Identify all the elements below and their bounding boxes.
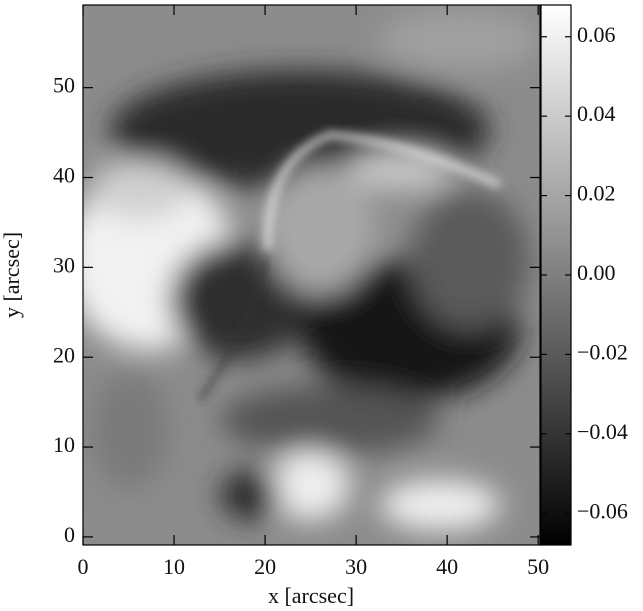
colorbar-tick-label: 0.02 <box>577 181 616 206</box>
plot-frame <box>82 4 541 546</box>
x-tick-label: 10 <box>163 554 185 579</box>
x-tick-label: 50 <box>527 554 549 579</box>
x-axis-label: x [arcsec] <box>268 583 354 608</box>
y-axis-label: y [arcsec] <box>0 232 24 318</box>
colorbar-tick-label: −0.04 <box>577 419 628 444</box>
x-tick-label: 40 <box>436 554 458 579</box>
colorbar-tick-label: −0.06 <box>577 498 628 523</box>
colorbar-tick-label: 0.00 <box>577 260 616 285</box>
y-tick-label: 40 <box>53 163 75 188</box>
y-tick-label: 30 <box>53 252 75 277</box>
y-tick-label: 50 <box>53 73 75 98</box>
x-tick-label: 20 <box>254 554 276 579</box>
heatmap-image <box>83 5 540 545</box>
colorbar-tick-label: −0.02 <box>577 339 628 364</box>
x-tick-label: 30 <box>345 554 367 579</box>
y-tick-label: 20 <box>53 342 75 367</box>
x-tick-label: 0 <box>78 554 89 579</box>
colorbar-tick-label: 0.04 <box>577 101 616 126</box>
y-tick-label: 10 <box>53 432 75 457</box>
colorbar-tick-label: 0.06 <box>577 22 616 47</box>
y-tick-label: 0 <box>64 522 75 547</box>
